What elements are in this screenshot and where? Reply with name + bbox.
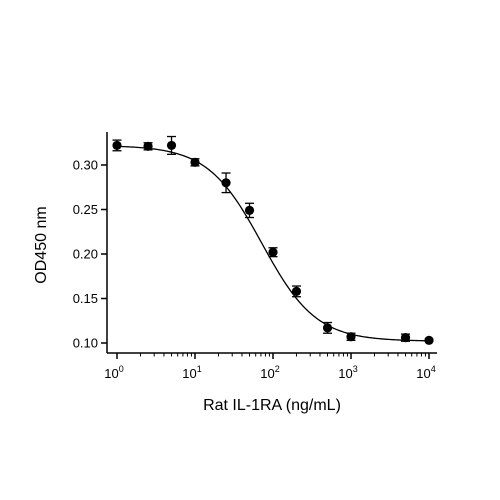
fit-curve-group <box>116 145 430 342</box>
data-point-group <box>221 172 231 194</box>
data-point-group <box>268 247 278 258</box>
x-tick-label: 102 <box>260 364 279 381</box>
data-point-group <box>322 321 333 334</box>
y-axis-title: OD450 nm <box>33 206 50 283</box>
data-point-group <box>346 332 356 342</box>
data-point <box>268 247 278 257</box>
x-tick-label: 104 <box>416 364 435 381</box>
data-point <box>322 323 333 333</box>
data-point <box>424 335 434 345</box>
data-point-group <box>190 157 200 167</box>
y-tick-label: 0.20 <box>73 247 98 262</box>
data-point-group <box>400 333 411 343</box>
data-points <box>112 135 434 345</box>
x-tick-label: 101 <box>182 364 201 381</box>
data-point <box>221 178 231 188</box>
data-point <box>291 286 302 296</box>
x-tick-label: 103 <box>338 364 357 381</box>
x-axis-title: Rat IL-1RA (ng/mL) <box>203 397 341 414</box>
y-tick-label: 0.15 <box>73 291 98 306</box>
data-point-group <box>244 202 255 219</box>
y-tick-label: 0.30 <box>73 158 98 173</box>
axes: 0.10 0.15 0.20 0.25 0.30 100 101 102 103 104 <box>73 132 437 381</box>
data-point <box>143 141 153 151</box>
data-point <box>400 333 411 343</box>
data-point-group <box>291 285 302 298</box>
data-point-group <box>143 141 153 151</box>
data-point-group <box>424 335 434 345</box>
fit-curve <box>116 145 430 342</box>
data-point <box>190 157 200 167</box>
y-tick-label: 0.25 <box>73 202 98 217</box>
data-point <box>166 140 177 151</box>
x-tick-label: 100 <box>104 364 123 381</box>
data-point-group <box>112 139 122 152</box>
data-point <box>112 140 122 151</box>
y-tick-label: 0.10 <box>73 336 98 351</box>
data-point <box>244 205 255 215</box>
data-point <box>346 332 356 342</box>
data-point-group <box>166 135 177 155</box>
